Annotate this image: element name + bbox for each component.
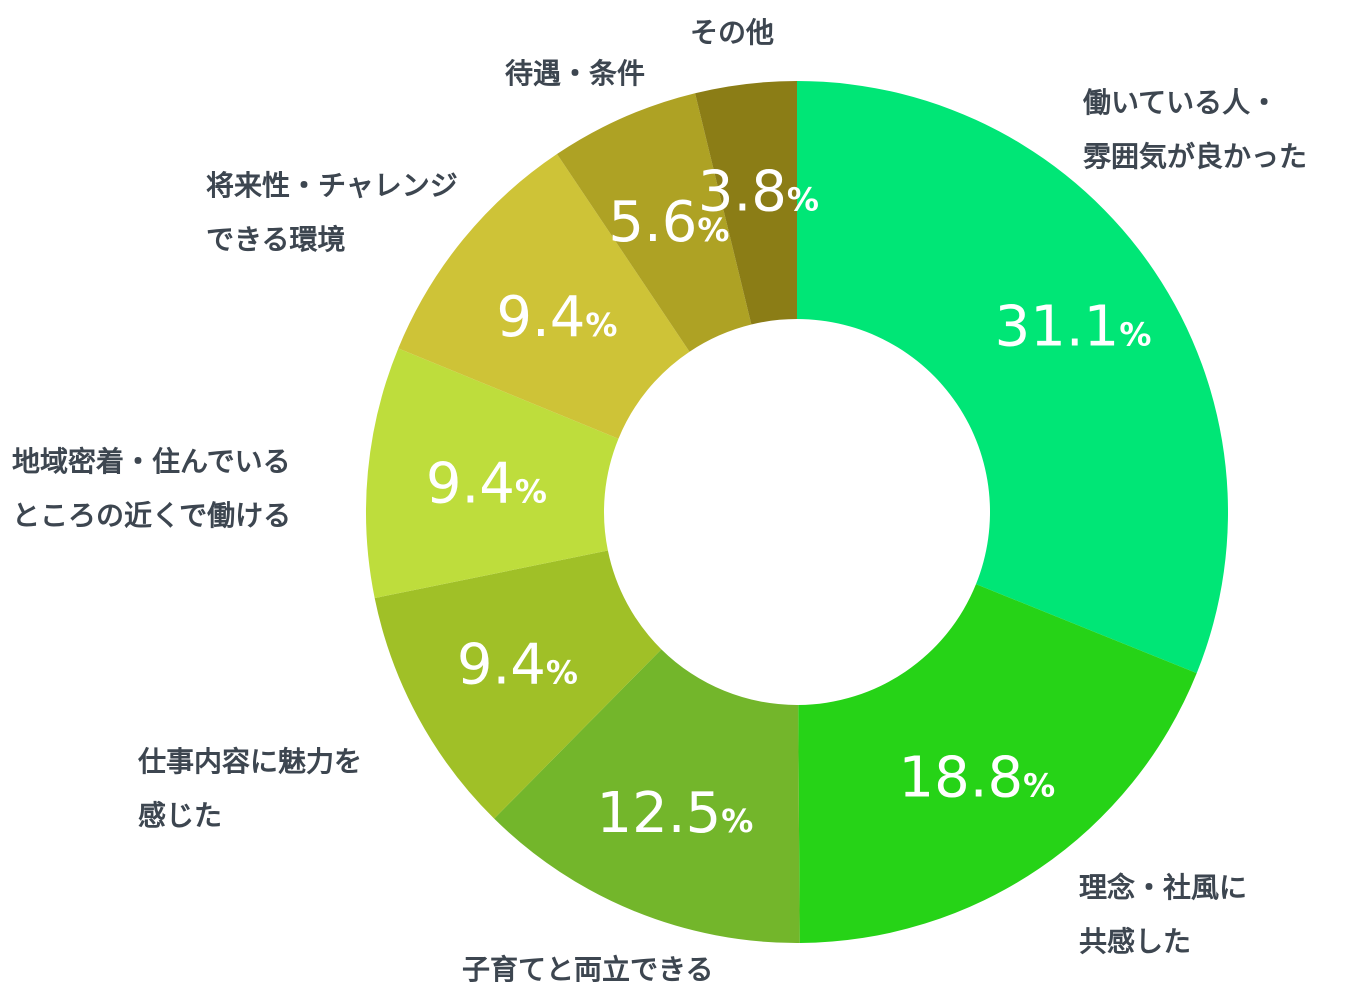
- pie-slice-4: [374, 550, 662, 819]
- pie-slice-2: [798, 584, 1197, 943]
- slice-value-label-8: 3.8%: [698, 159, 819, 224]
- slice-category-label-4: 仕事内容に魅力を 感じた: [138, 735, 362, 843]
- slice-category-label-line: 待遇・条件: [505, 57, 646, 90]
- slice-category-label-8: その他: [690, 6, 774, 60]
- slice-category-label-line: できる環境: [206, 223, 346, 256]
- slice-category-label-5: 地域密着・住んでいる ところの近くで働ける: [12, 435, 291, 543]
- slice-category-label-line: 仕事内容に魅力を: [138, 745, 363, 778]
- slice-value-label-4: 9.4%: [457, 632, 578, 697]
- slice-value-label-6: 9.4%: [496, 285, 617, 350]
- slice-category-label-line: 共感した: [1079, 925, 1192, 958]
- slice-category-label-line: 雰囲気が良かった: [1083, 140, 1308, 173]
- slice-category-label-line: その他: [690, 16, 775, 49]
- pie-slice-1: [797, 81, 1228, 674]
- pie-slice-6: [398, 154, 690, 439]
- slice-category-label-7: 待遇・条件: [505, 47, 645, 101]
- slice-category-label-3: 子育てと両立できる: [462, 943, 713, 997]
- slice-category-label-line: 将来性・チャレンジ: [206, 169, 458, 202]
- slice-category-label-line: 地域密着・住んでいる: [12, 445, 291, 478]
- chart-slices: [366, 81, 1228, 943]
- slice-category-label-line: 子育てと両立できる: [462, 953, 714, 986]
- slice-category-label-line: 働いている人・: [1083, 86, 1279, 119]
- slice-value-label-3: 12.5%: [597, 781, 754, 846]
- slice-category-label-1: 働いている人・ 雰囲気が良かった: [1083, 76, 1307, 184]
- slice-category-label-line: ところの近くで働ける: [12, 499, 292, 532]
- slice-category-label-6: 将来性・チャレンジ できる環境: [206, 159, 458, 267]
- pie-slice-7: [556, 93, 752, 352]
- slice-value-label-2: 18.8%: [898, 746, 1055, 811]
- slice-value-label-1: 31.1%: [995, 295, 1152, 360]
- slice-category-label-line: 理念・社風に: [1079, 871, 1248, 904]
- chart-value-labels: 31.1% 18.8% 12.5% 9.4% 9.4% 9.4% 5.6%3.8%: [426, 159, 1152, 846]
- pie-slice-5: [366, 348, 619, 599]
- slice-category-label-line: 感じた: [138, 799, 223, 832]
- pie-slice-8: [695, 81, 797, 325]
- slice-category-label-2: 理念・社風に 共感した: [1079, 861, 1247, 969]
- slice-value-label-5: 9.4%: [426, 452, 547, 517]
- pie-slice-3: [494, 649, 800, 943]
- slice-value-label-7: 5.6%: [608, 190, 729, 255]
